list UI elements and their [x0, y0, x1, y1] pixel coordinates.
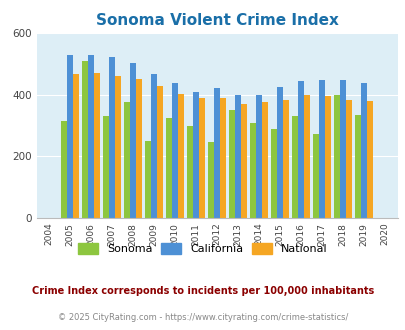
- Text: © 2025 CityRating.com - https://www.cityrating.com/crime-statistics/: © 2025 CityRating.com - https://www.city…: [58, 313, 347, 322]
- Bar: [103, 116, 109, 218]
- Bar: [333, 95, 339, 218]
- Bar: [193, 91, 198, 218]
- Bar: [354, 115, 360, 218]
- Legend: Sonoma, California, National: Sonoma, California, National: [74, 239, 331, 258]
- Text: Crime Index corresponds to incidents per 100,000 inhabitants: Crime Index corresponds to incidents per…: [32, 286, 373, 296]
- Bar: [367, 101, 372, 218]
- Bar: [312, 134, 318, 218]
- Bar: [151, 74, 157, 218]
- Bar: [298, 81, 303, 218]
- Bar: [115, 76, 121, 218]
- Bar: [249, 123, 256, 218]
- Bar: [339, 80, 345, 218]
- Bar: [220, 98, 226, 218]
- Bar: [214, 88, 220, 218]
- Bar: [178, 94, 184, 218]
- Bar: [157, 86, 163, 218]
- Bar: [208, 142, 213, 218]
- Bar: [292, 116, 297, 218]
- Bar: [360, 83, 366, 218]
- Bar: [88, 54, 94, 218]
- Bar: [277, 87, 282, 218]
- Bar: [241, 105, 247, 218]
- Bar: [82, 61, 88, 218]
- Bar: [304, 95, 309, 218]
- Bar: [109, 57, 115, 218]
- Bar: [271, 129, 276, 218]
- Bar: [145, 142, 151, 218]
- Bar: [283, 100, 288, 218]
- Bar: [67, 54, 73, 218]
- Title: Sonoma Violent Crime Index: Sonoma Violent Crime Index: [96, 13, 338, 28]
- Bar: [166, 118, 172, 218]
- Bar: [130, 63, 136, 218]
- Bar: [234, 95, 241, 218]
- Bar: [256, 95, 262, 218]
- Bar: [228, 110, 234, 218]
- Bar: [94, 73, 100, 218]
- Bar: [124, 102, 130, 218]
- Bar: [199, 98, 205, 218]
- Bar: [262, 102, 268, 218]
- Bar: [73, 74, 79, 218]
- Bar: [345, 100, 352, 218]
- Bar: [187, 126, 192, 218]
- Bar: [318, 80, 324, 218]
- Bar: [136, 79, 142, 218]
- Bar: [324, 96, 330, 218]
- Bar: [61, 121, 67, 218]
- Bar: [172, 83, 178, 218]
